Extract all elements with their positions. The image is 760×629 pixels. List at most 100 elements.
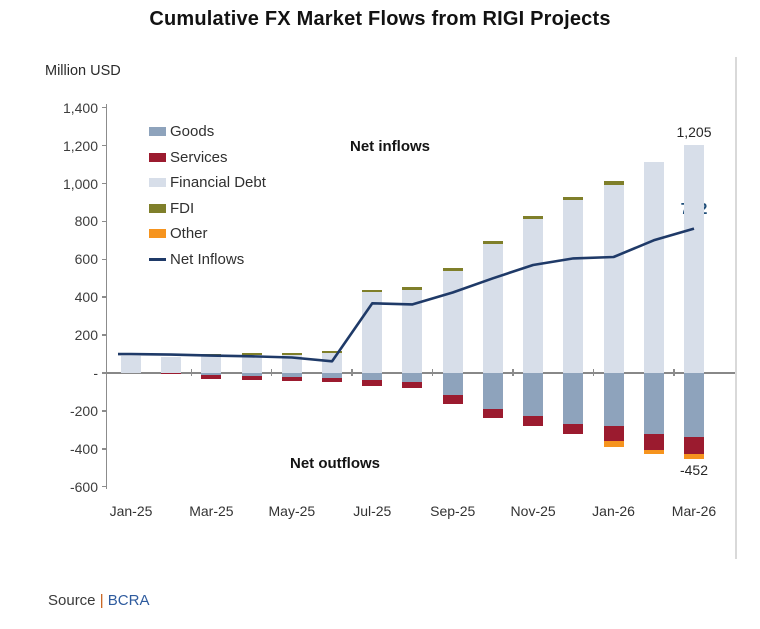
bar-May-25-fdi: [281, 353, 302, 355]
x-axis-tick-mark: [431, 369, 434, 376]
bar-Sep-25-goods: [442, 373, 463, 396]
legend-label: Net Inflows: [170, 250, 245, 268]
x-axis-month-label: Jan-25: [109, 503, 153, 519]
x-axis-month-label: Jul-25: [353, 503, 392, 519]
x-axis-month-label: Mar-25: [189, 503, 234, 519]
x-axis-tick-mark: [351, 369, 353, 376]
bar-Sep-25-fdi: [442, 268, 463, 271]
y-axis-tick-label: 800: [74, 213, 98, 230]
bar-May-25-services: [281, 377, 302, 381]
bar-Oct-25-services: [482, 408, 503, 418]
bar-Feb-25-financial-debt: [161, 357, 182, 373]
bar-Jun-25-goods: [322, 373, 343, 379]
bar-Jan-25-financial-debt: [121, 356, 141, 373]
bar-Jan-26-other: [603, 441, 624, 447]
y-axis-tick-label: 600: [74, 251, 98, 268]
legend-swatch-goods: [149, 127, 166, 137]
y-axis-tick-mark: [102, 410, 107, 412]
bar-Nov-25-fdi: [523, 215, 544, 219]
legend-item-other: Other: [149, 221, 266, 247]
bar-Jul-25-fdi: [362, 289, 383, 293]
legend-item-goods: Goods: [149, 119, 266, 145]
bar-Jan-26-fdi: [603, 181, 624, 185]
bar-Sep-25-financial-debt: [442, 270, 463, 373]
bar-Apr-25-goods: [241, 373, 262, 377]
y-axis-tick-label: 1,200: [62, 137, 98, 154]
legend-swatch-services: [149, 152, 166, 162]
bar-Mar-25-financial-debt: [201, 355, 222, 373]
bar-Jun-25-fdi: [322, 351, 343, 354]
legend-item-net-inflows: Net Inflows: [149, 247, 266, 273]
top-callout: 1,205: [676, 124, 712, 140]
y-axis-tick-label: -: [93, 365, 98, 381]
bar-Mar-26-goods: [683, 373, 704, 438]
x-axis-tick-mark: [512, 369, 514, 376]
y-axis-tick-label: -400: [69, 440, 98, 457]
y-axis-tick-mark: [102, 258, 107, 261]
bar-Apr-25-financial-debt: [241, 354, 262, 373]
legend-swatch-net-inflows: [149, 257, 166, 261]
y-axis-tick-mark: [102, 106, 107, 109]
legend-swatch-fdi: [149, 203, 166, 213]
x-axis-tick-mark: [270, 369, 273, 376]
y-axis-tick-mark: [102, 182, 107, 185]
net-inflows-annotation: Net inflows: [350, 138, 431, 155]
bar-Aug-25-financial-debt: [402, 289, 423, 373]
source-name: BCRA: [107, 592, 150, 609]
units-label: Million USD: [45, 63, 121, 79]
legend-label: FDI: [170, 199, 195, 217]
y-axis-tick-mark: [102, 296, 107, 298]
source-line: Source | BCRA: [48, 592, 149, 609]
bar-Jun-25-financial-debt: [322, 353, 343, 373]
legend-label: Financial Debt: [170, 174, 266, 192]
bar-Jan-26-financial-debt: [603, 185, 624, 373]
bar-Feb-26-services: [643, 433, 664, 450]
bar-Feb-26-other: [643, 449, 664, 455]
bar-Jul-25-goods: [362, 373, 383, 381]
bar-Oct-25-goods: [482, 373, 503, 409]
x-axis-tick-mark: [190, 369, 193, 376]
x-axis-month-label: May-25: [268, 503, 316, 519]
x-axis-month-label: Sep-25: [430, 503, 476, 519]
bar-Nov-25-goods: [523, 373, 544, 417]
y-axis-tick-label: 1,400: [62, 99, 98, 116]
bar-Apr-25-services: [241, 376, 262, 380]
y-axis-tick-label: 200: [74, 327, 98, 344]
y-axis-tick-label: 400: [74, 289, 98, 306]
x-axis-month-label: Jan-26: [592, 503, 635, 519]
bar-Dec-25-services: [563, 424, 584, 434]
legend-item-fdi: FDI: [149, 196, 266, 222]
bar-Aug-25-goods: [402, 373, 423, 383]
bar-Jul-25-services: [362, 380, 383, 387]
bar-Oct-25-fdi: [482, 240, 503, 244]
bar-Jan-26-services: [603, 426, 624, 442]
bar-Mar-26-services: [683, 437, 704, 454]
bar-Aug-25-fdi: [402, 287, 423, 290]
chart-title: Cumulative FX Market Flows from RIGI Pro…: [149, 8, 611, 30]
y-axis-tick-label: -200: [69, 402, 98, 419]
bar-Feb-26-financial-debt: [643, 162, 664, 373]
source-prefix: Source: [48, 592, 96, 609]
bar-Apr-25-fdi: [241, 353, 262, 355]
y-axis-tick-label: -600: [69, 478, 98, 495]
legend-item-financial-debt: Financial Debt: [149, 170, 266, 196]
y-axis-tick-mark: [102, 334, 107, 336]
bar-Dec-25-goods: [563, 373, 584, 425]
bar-Mar-26-other: [683, 453, 704, 459]
bar-Feb-26-goods: [643, 373, 664, 434]
legend-item-services: Services: [149, 145, 266, 171]
y-axis-tick-mark: [102, 448, 107, 450]
bar-Nov-25-services: [523, 416, 544, 427]
bar-Mar-25-goods: [201, 373, 222, 375]
y-axis-tick-mark: [102, 144, 107, 147]
legend-swatch-financial-debt: [149, 178, 166, 188]
legend: Goods Services Financial Debt FDI Other Net I…: [149, 119, 266, 272]
bar-Dec-25-financial-debt: [563, 200, 584, 373]
x-axis-month-label: Mar-26: [671, 503, 717, 519]
x-axis-month-label: Nov-25: [510, 503, 556, 519]
bottom-callout: -452: [679, 462, 709, 478]
bar-Nov-25-financial-debt: [523, 218, 544, 373]
